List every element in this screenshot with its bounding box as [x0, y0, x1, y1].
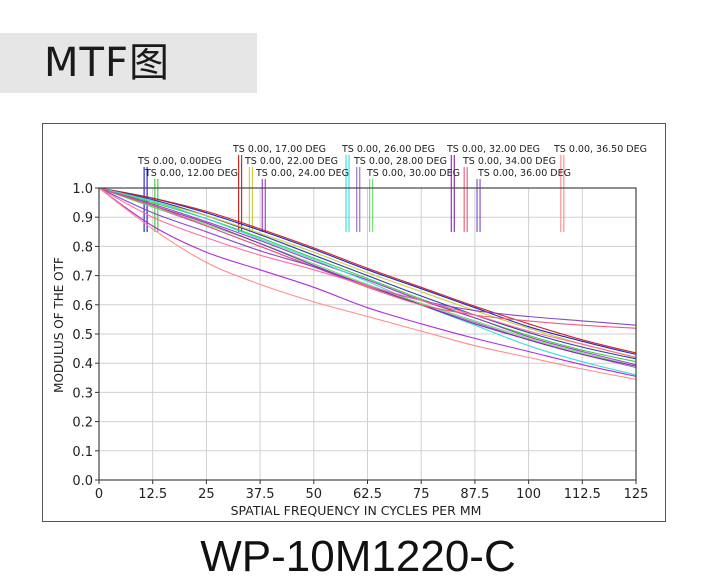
x-tick-label: 112.5: [564, 487, 601, 502]
y-tick-label: 0.2: [72, 416, 93, 431]
plot-area-border: [98, 187, 637, 481]
series-line: [98, 187, 637, 377]
y-axis-label: MODULUS OF THE OTF: [52, 257, 66, 393]
series-line: [98, 187, 637, 354]
y-tick-label: 0.1: [72, 445, 93, 460]
series-line: [98, 187, 637, 329]
y-tick-label: 1.0: [72, 182, 93, 197]
series-line: [98, 187, 637, 380]
x-tick-label: 75: [413, 487, 430, 502]
legend-label: TS 0.00, 12.00 DEG: [144, 168, 238, 179]
x-tick-label: 25: [198, 487, 215, 502]
x-tick-label: 100: [516, 487, 541, 502]
y-tick-label: 0.8: [72, 240, 93, 255]
y-tick-label: 0.6: [72, 299, 93, 314]
legend-label: TS 0.00, 32.00 DEG: [446, 144, 540, 155]
y-tick-label: 0.4: [72, 357, 93, 372]
chart-frame: [42, 123, 666, 522]
series-line: [98, 187, 637, 355]
x-tick-label: 50: [306, 487, 323, 502]
legend-label: TS 0.00, 34.00 DEG: [462, 156, 556, 167]
page-title: MTF图: [44, 40, 170, 86]
legend-label: TS 0.00, 36.50 DEG: [553, 144, 647, 155]
legend-label: TS 0.00, 28.00 DEG: [353, 156, 447, 167]
x-tick-label: 87.5: [460, 487, 489, 502]
x-tick-label: 0: [95, 487, 103, 502]
y-tick-label: 0.0: [72, 474, 93, 489]
x-tick-label: 125: [624, 487, 649, 502]
x-axis-label: SPATIAL FREQUENCY IN CYCLES PER MM: [231, 503, 482, 518]
y-tick-label: 0.5: [72, 328, 93, 343]
x-tick-label: 12.5: [138, 487, 167, 502]
x-tick-label: 62.5: [353, 487, 382, 502]
legend-label: TS 0.00, 26.00 DEG: [341, 144, 435, 155]
legend-label: TS 0.00, 17.00 DEG: [232, 144, 326, 155]
y-tick-label: 0.3: [72, 386, 93, 401]
legend-label: TS 0.00, 0.00DEG: [137, 156, 222, 167]
series-line: [98, 187, 637, 376]
y-tick-label: 0.7: [72, 270, 93, 285]
legend-label: TS 0.00, 22.00 DEG: [244, 156, 338, 167]
legend-label: TS 0.00, 24.00 DEG: [255, 168, 349, 179]
title-banner: MTF图: [0, 33, 257, 93]
model-caption: WP-10M1220-C: [200, 532, 516, 581]
legend-label: TS 0.00, 30.00 DEG: [366, 168, 460, 179]
legend-label: TS 0.00, 36.00 DEG: [477, 168, 571, 179]
series-line: [98, 187, 637, 366]
x-tick-label: 37.5: [246, 487, 275, 502]
y-tick-label: 0.9: [72, 211, 93, 226]
series-line: [98, 187, 637, 358]
series-line: [98, 187, 637, 358]
